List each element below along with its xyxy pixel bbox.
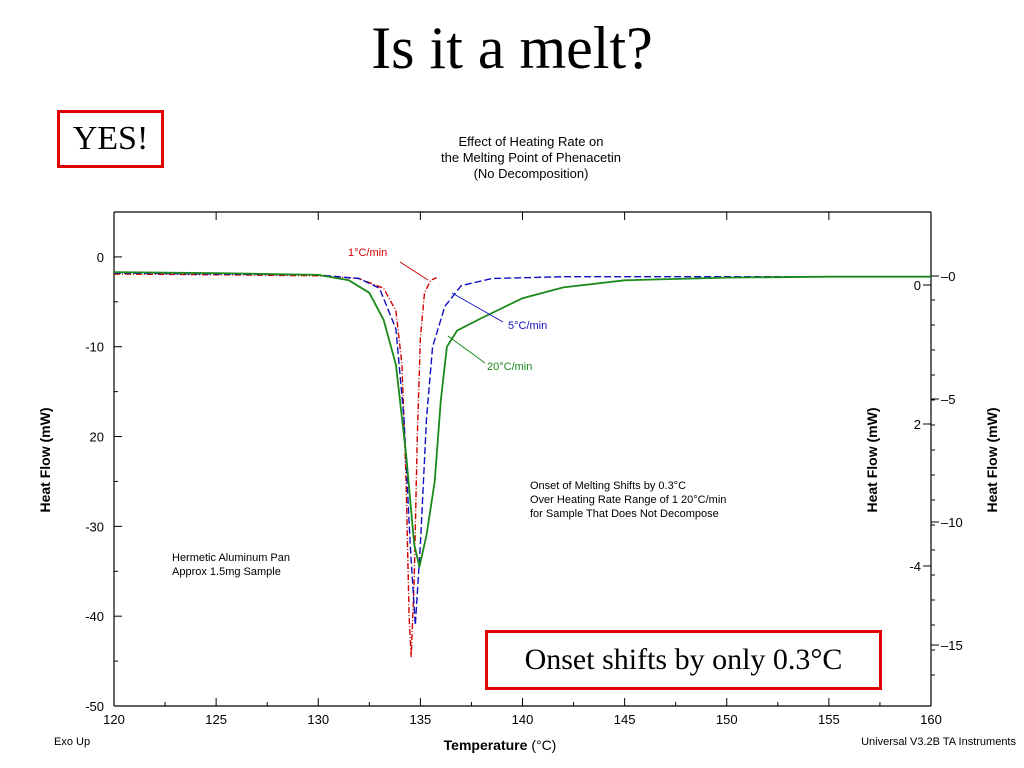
x-axis-label: Temperature (°C) — [444, 737, 557, 753]
instrument-label: Universal V3.2B TA Instruments — [861, 736, 1016, 748]
sample-annotation-line: Approx 1.5mg Sample — [172, 566, 281, 578]
x-tick-label: 145 — [614, 712, 636, 727]
chart-title-line: Effect of Heating Rate on — [458, 134, 603, 149]
series-label: 1°C/min — [348, 247, 387, 259]
series-label: 5°C/min — [508, 320, 547, 332]
series-label-leader — [399, 261, 429, 281]
x-tick-label: 150 — [716, 712, 738, 727]
onset-annotation-line: for Sample That Does Not Decompose — [530, 508, 719, 520]
right-outer-tick-label: –10 — [941, 515, 963, 530]
slide-title: Is it a melt? — [371, 15, 653, 81]
y-axis-label: Heat Flow (mW) — [984, 408, 1000, 513]
y-axis-label: Heat Flow (mW) — [864, 408, 880, 513]
right-inner-tick-label: 2 — [914, 417, 921, 432]
yes-callout: YES! — [57, 110, 164, 168]
y-tick-label: -30 — [85, 519, 104, 534]
x-tick-label: 130 — [307, 712, 329, 727]
right-outer-tick-label: –5 — [941, 392, 955, 407]
series-label-leader — [447, 335, 486, 364]
y-tick-label: 20 — [90, 430, 104, 445]
series-line — [113, 272, 931, 626]
y-tick-label: 0 — [97, 250, 104, 265]
chart-title-line: (No Decomposition) — [474, 166, 589, 181]
x-tick-label: 155 — [818, 712, 840, 727]
series-line — [113, 271, 931, 568]
x-tick-label: 160 — [920, 712, 942, 727]
x-tick-label: 125 — [205, 712, 227, 727]
y-tick-label: -10 — [85, 340, 104, 355]
sample-annotation-line: Hermetic Aluminum Pan — [172, 552, 290, 564]
right-outer-tick-label: –15 — [941, 638, 963, 653]
onset-callout: Onset shifts by only 0.3°C — [485, 630, 882, 690]
y-axis-label: Heat Flow (mW) — [37, 408, 53, 513]
right-outer-tick-label: –0 — [941, 269, 955, 284]
chart-title-line: the Melting Point of Phenacetin — [441, 150, 621, 165]
series-label-leader — [451, 292, 504, 323]
x-tick-label: 120 — [103, 712, 125, 727]
x-tick-label: 140 — [512, 712, 534, 727]
y-tick-label: -40 — [85, 609, 104, 624]
onset-annotation-line: Onset of Melting Shifts by 0.3°C — [530, 480, 686, 492]
right-inner-tick-label: -4 — [909, 559, 921, 574]
exo-up-label: Exo Up — [54, 736, 90, 748]
onset-annotation-line: Over Heating Rate Range of 1 20°C/min — [530, 494, 726, 506]
series-line — [113, 273, 437, 658]
y-tick-label: -50 — [85, 699, 104, 714]
x-tick-label: 135 — [410, 712, 432, 727]
series-label: 20°C/min — [487, 361, 532, 373]
right-inner-tick-label: 0 — [914, 278, 921, 293]
